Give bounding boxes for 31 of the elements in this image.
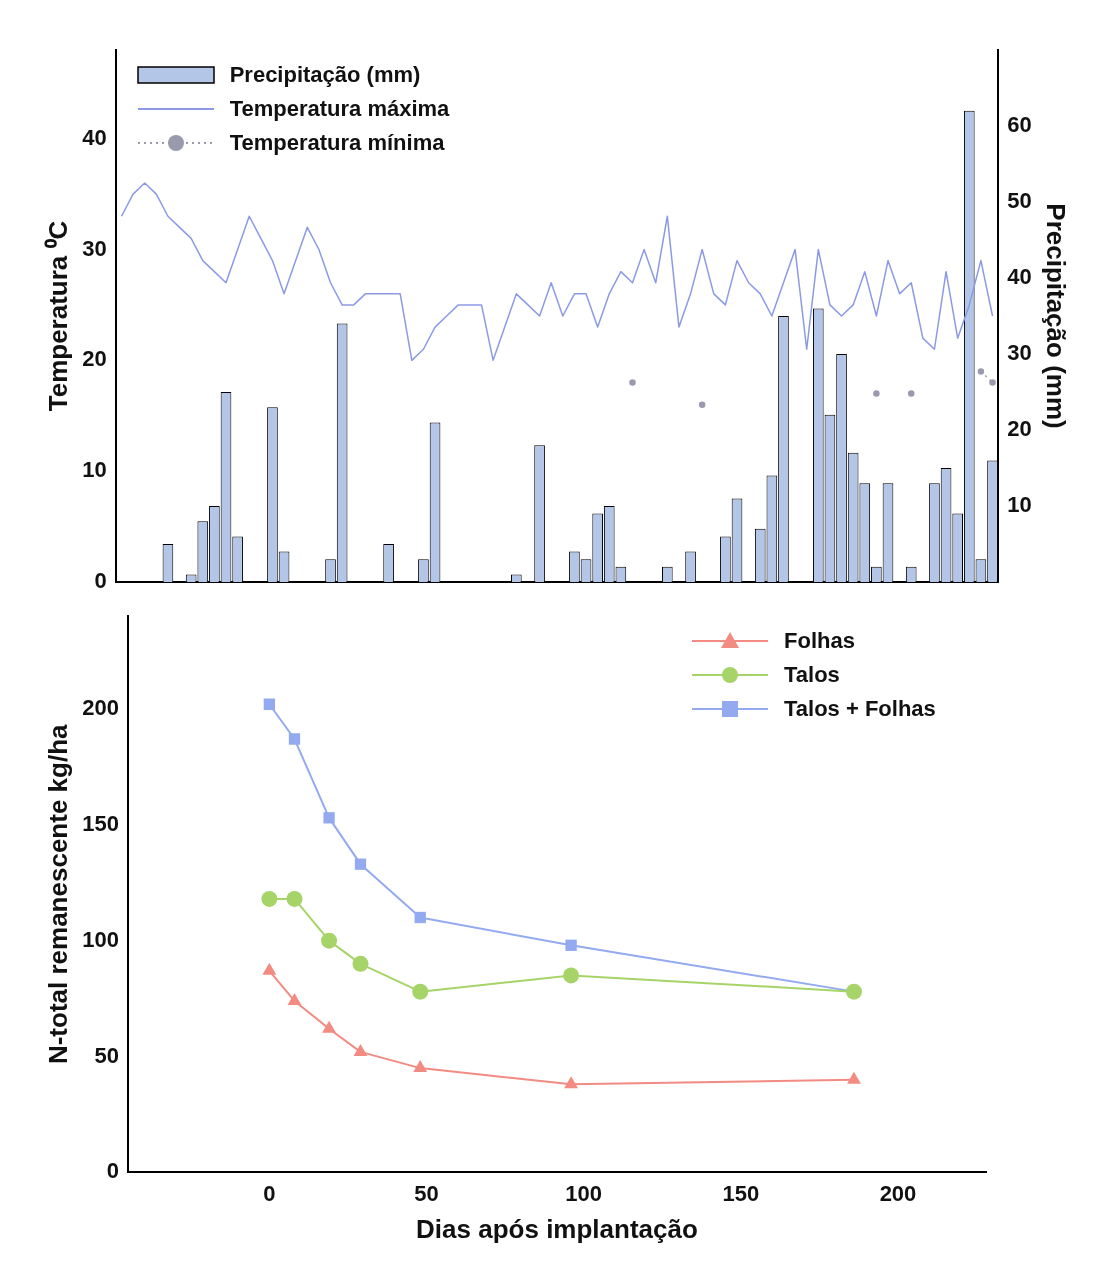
y2-tick-label: 40 — [1007, 264, 1032, 290]
x-tick-label: 100 — [565, 1180, 603, 1206]
y-tick-label: 10 — [82, 457, 107, 483]
legend-label: Temperatura mínima — [229, 130, 445, 156]
y2-axis-title: Precipitação (mm) — [1041, 203, 1072, 429]
y-tick-label: 40 — [82, 124, 107, 150]
legend-label: Precipitação (mm) — [229, 62, 421, 88]
y-tick-label: 30 — [82, 235, 107, 261]
y-tick-label: 200 — [82, 694, 119, 720]
x-tick-label: 0 — [263, 1180, 276, 1206]
y2-tick-label: 30 — [1007, 340, 1032, 366]
x-tick-label: 150 — [722, 1180, 760, 1206]
y-tick-label: 100 — [82, 926, 119, 952]
legend-label: Talos — [784, 662, 840, 689]
y-tick-label: 150 — [82, 810, 119, 836]
y-tick-label: 0 — [94, 568, 107, 594]
y-tick-label: 20 — [82, 346, 107, 372]
y-tick-label: 0 — [106, 1158, 119, 1184]
legend-label: Folhas — [784, 628, 855, 655]
y-axis-title: N-total remanescente kg/ha — [42, 723, 73, 1065]
y2-tick-label: 20 — [1007, 416, 1032, 442]
legend-label: Temperatura máxima — [229, 96, 450, 122]
x-axis-title: Dias após implantação — [416, 1213, 698, 1244]
x-tick-label: 50 — [414, 1180, 439, 1206]
y-axis-title: Temperatura ⁰C — [42, 220, 73, 412]
x-tick-label: 200 — [879, 1180, 917, 1206]
legend-label: Talos + Folhas — [784, 696, 936, 723]
y2-tick-label: 10 — [1007, 492, 1032, 518]
y2-tick-label: 50 — [1007, 188, 1032, 214]
y2-tick-label: 60 — [1007, 112, 1032, 138]
y-tick-label: 50 — [94, 1042, 119, 1068]
